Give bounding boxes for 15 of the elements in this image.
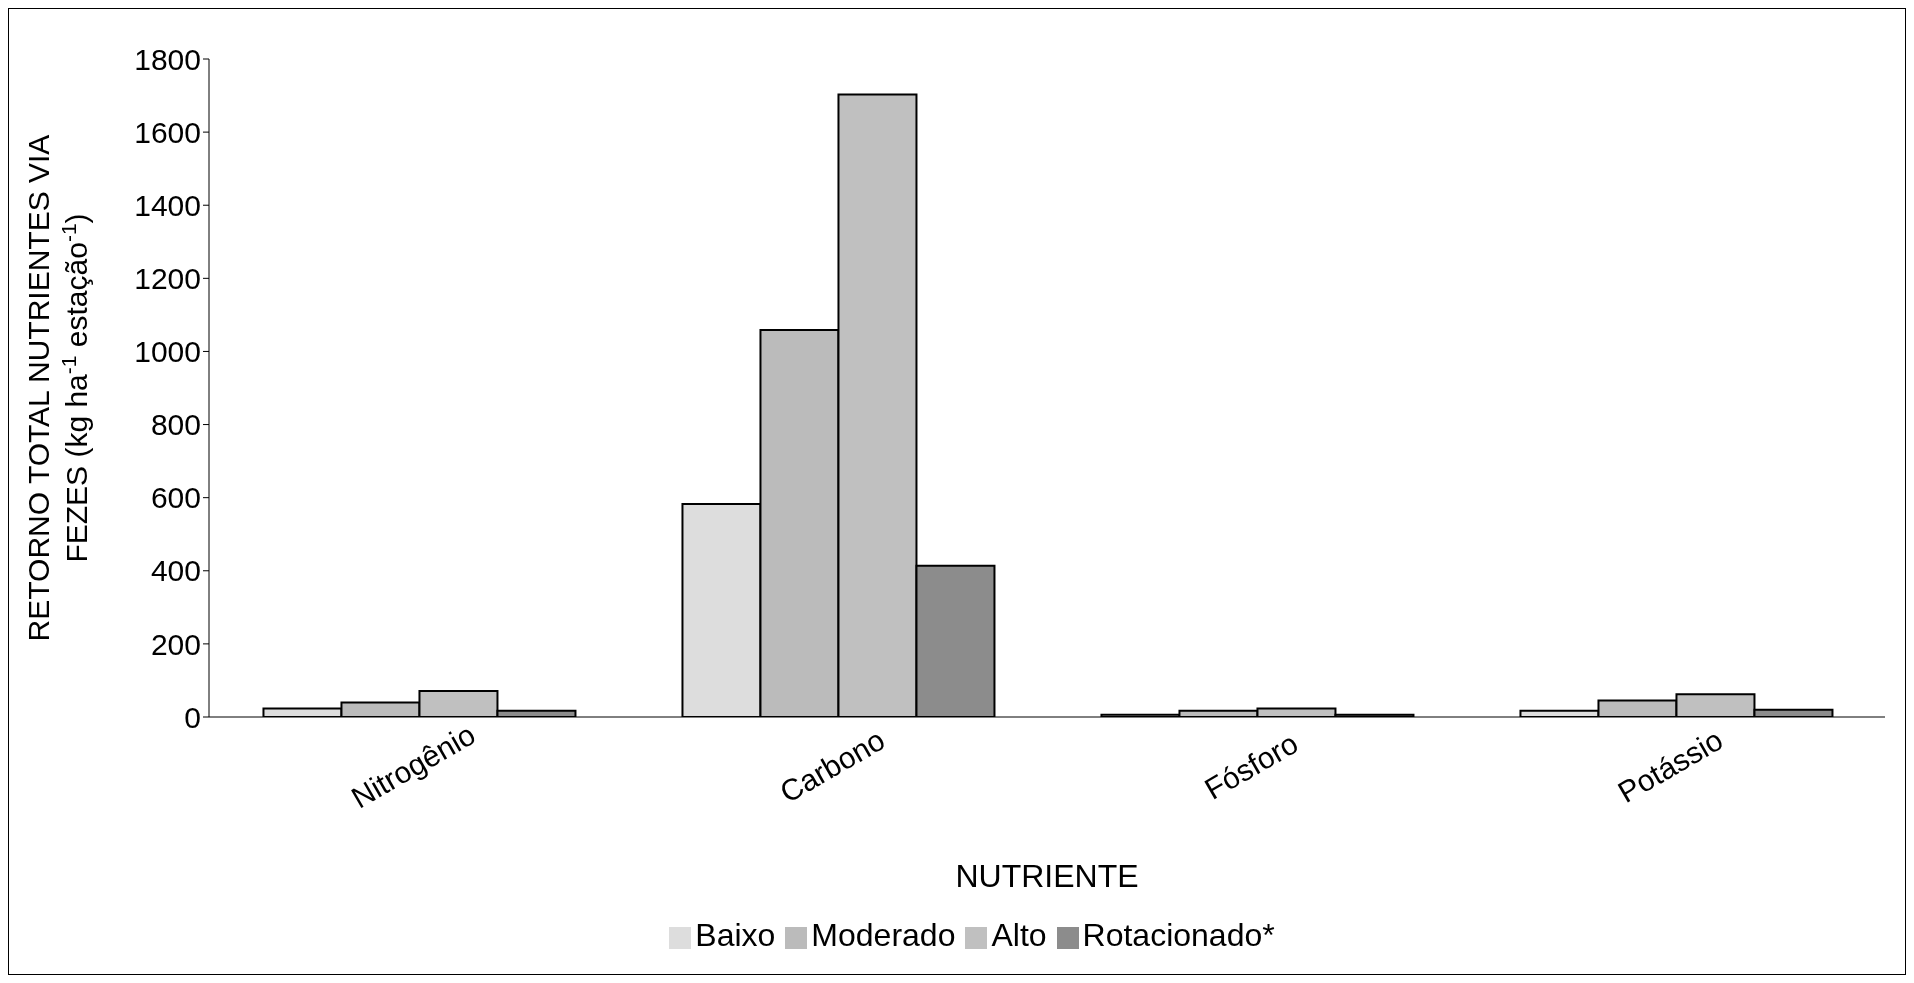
y-tick-label: 1800 (134, 42, 201, 76)
y-tick-label: 200 (150, 627, 201, 661)
y-tick-label: 600 (150, 481, 201, 515)
y-tick-label: 1600 (134, 115, 201, 149)
legend-label: Moderado (811, 917, 956, 953)
y-tick-label: 800 (150, 408, 201, 442)
y-tick-label: 1400 (134, 188, 201, 222)
legend-label: Alto (991, 917, 1047, 953)
legend-label: Baixo (695, 917, 776, 953)
y-tick-label: 400 (150, 554, 201, 588)
y-tick-label: 1000 (134, 335, 201, 369)
y-tick-label: 0 (184, 700, 201, 734)
legend-label: Rotacionado* (1082, 917, 1275, 953)
y-tick-label: 1200 (134, 261, 201, 295)
x-axis-title: NUTRIENTE (955, 858, 1139, 894)
